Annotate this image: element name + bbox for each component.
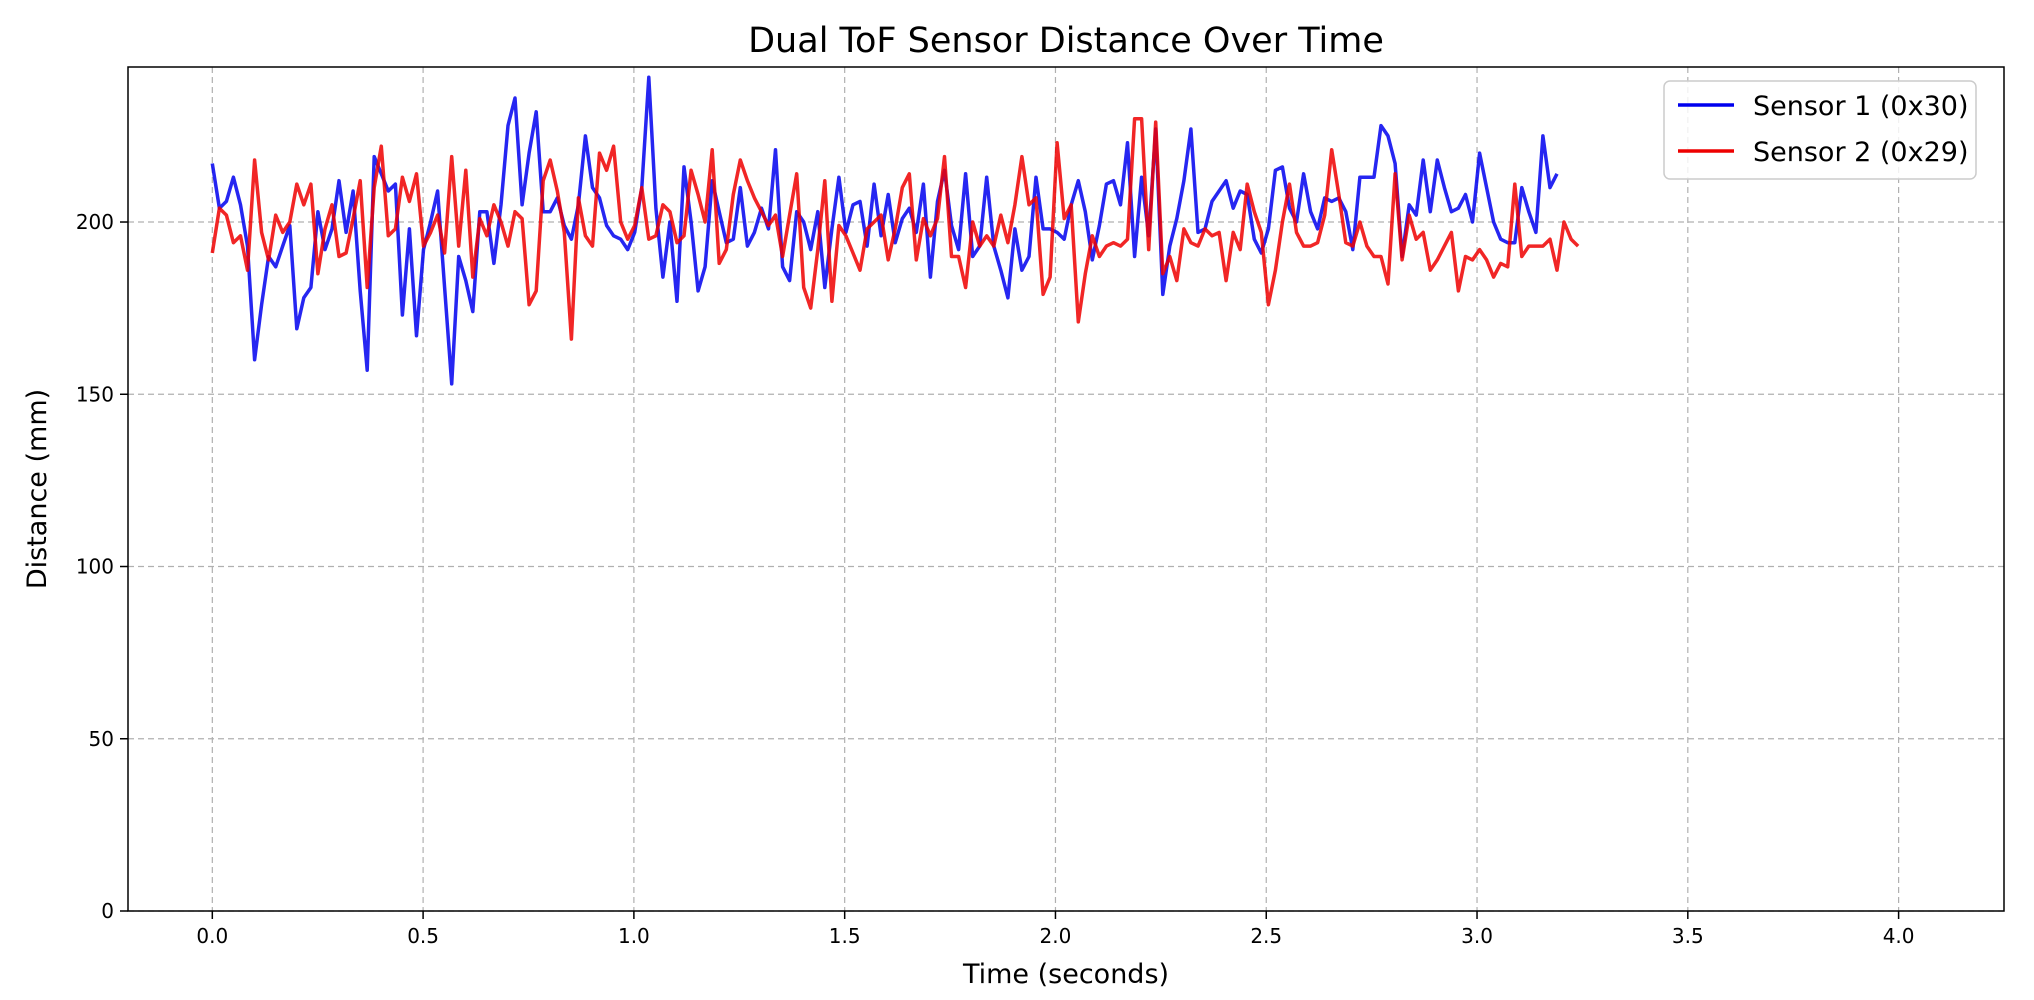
- legend: Sensor 1 (0x30) Sensor 2 (0x29): [1663, 80, 1977, 180]
- y-tick-label: 200: [76, 210, 114, 234]
- x-tick-label: 3.5: [1672, 924, 1704, 948]
- series-layer: [210, 75, 1580, 386]
- y-tick-label: 100: [76, 555, 114, 579]
- x-tick-label: 0.0: [196, 924, 228, 948]
- axis-ticks: 0.0 0.5 1.0 1.5 2.0 2.5 3.0 3.5 4.0 0 50 100 150 200: [76, 210, 1915, 948]
- x-tick-label: 1.5: [829, 924, 861, 948]
- x-tick-label: 3.0: [1461, 924, 1493, 948]
- series-line-sensor-2: [210, 116, 1580, 341]
- legend-label-sensor-1: Sensor 1 (0x30): [1753, 91, 1968, 122]
- chart-title: Dual ToF Sensor Distance Over Time: [748, 21, 1384, 61]
- legend-label-sensor-2: Sensor 2 (0x29): [1753, 137, 1968, 168]
- x-tick-label: 2.0: [1040, 924, 1072, 948]
- y-axis-label: Distance (mm): [22, 389, 53, 589]
- x-axis-label: Time (seconds): [962, 959, 1169, 990]
- x-tick-label: 2.5: [1250, 924, 1282, 948]
- grid-lines: [128, 67, 2004, 912]
- y-tick-label: 0: [101, 899, 114, 923]
- series-line-sensor-1: [210, 75, 1559, 386]
- plot-frame: [127, 66, 2005, 912]
- y-tick-label: 50: [89, 727, 114, 751]
- x-tick-label: 1.0: [618, 924, 650, 948]
- y-tick-label: 150: [76, 382, 114, 406]
- x-tick-label: 0.5: [407, 924, 439, 948]
- x-tick-label: 4.0: [1883, 924, 1915, 948]
- legend-box: [1663, 80, 1977, 180]
